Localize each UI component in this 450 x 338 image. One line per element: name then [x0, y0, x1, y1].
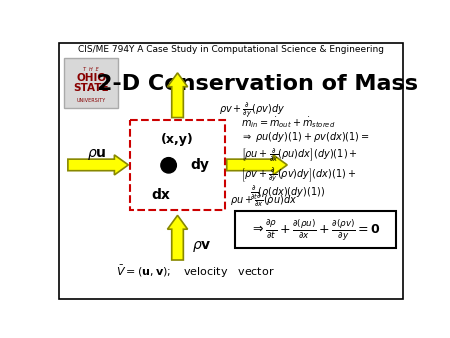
Bar: [64, 57, 118, 107]
Text: $\left[\rho v+\frac{\partial}{\partial y}(\rho v)dy\right](dx)(1)+$: $\left[\rho v+\frac{\partial}{\partial y…: [241, 167, 356, 184]
Text: UNIVERSITY: UNIVERSITY: [76, 98, 106, 103]
FancyArrow shape: [167, 215, 188, 260]
Text: dx: dx: [152, 188, 170, 201]
Bar: [130, 120, 225, 210]
Text: $\left[\rho u+\frac{\partial}{\partial x}(\rho u)dx\right](dy)(1)+$: $\left[\rho u+\frac{\partial}{\partial x…: [241, 146, 357, 163]
Text: T  H  E: T H E: [83, 67, 99, 72]
Text: OHIO
STATE: OHIO STATE: [73, 73, 109, 93]
Text: (x,y): (x,y): [161, 132, 194, 146]
Text: $\dot{m}_{in}=\dot{m}_{out}+\dot{m}_{stored}$: $\dot{m}_{in}=\dot{m}_{out}+\dot{m}_{sto…: [241, 116, 335, 130]
Bar: [234, 212, 396, 248]
Text: $\Rightarrow\;\rho u(dy)(1)+\rho v(dx)(1)=$: $\Rightarrow\;\rho u(dy)(1)+\rho v(dx)(1…: [241, 130, 369, 144]
Text: $\rho\mathbf{v}$: $\rho\mathbf{v}$: [192, 239, 211, 255]
Text: $\frac{\partial}{\partial t}(\rho(dx)(dy)(1))$: $\frac{\partial}{\partial t}(\rho(dx)(dy…: [250, 184, 325, 202]
Text: $\rho v+\frac{\partial}{\partial y}(\rho v)dy$: $\rho v+\frac{\partial}{\partial y}(\rho…: [219, 101, 285, 119]
Text: dy: dy: [190, 158, 209, 172]
Text: $\rho u+\frac{\partial}{\partial x}(\rho u)dx$: $\rho u+\frac{\partial}{\partial x}(\rho…: [230, 192, 297, 209]
FancyArrow shape: [167, 73, 188, 118]
FancyArrow shape: [68, 155, 128, 175]
Text: $\bar{V}=(\mathbf{u},\mathbf{v});$   velocity   vector: $\bar{V}=(\mathbf{u},\mathbf{v});$ veloc…: [117, 263, 275, 280]
Text: $\Rightarrow\frac{\partial\rho}{\partial t}+\frac{\partial(\rho u)}{\partial x}+: $\Rightarrow\frac{\partial\rho}{\partial…: [250, 217, 381, 243]
Text: CIS/ME 794Y A Case Study in Computational Science & Engineering: CIS/ME 794Y A Case Study in Computationa…: [77, 45, 383, 54]
Circle shape: [161, 158, 176, 173]
Text: $\rho\mathbf{u}$: $\rho\mathbf{u}$: [87, 147, 106, 162]
Text: 2-D Conservation of Mass: 2-D Conservation of Mass: [97, 74, 418, 94]
FancyArrow shape: [227, 155, 287, 175]
